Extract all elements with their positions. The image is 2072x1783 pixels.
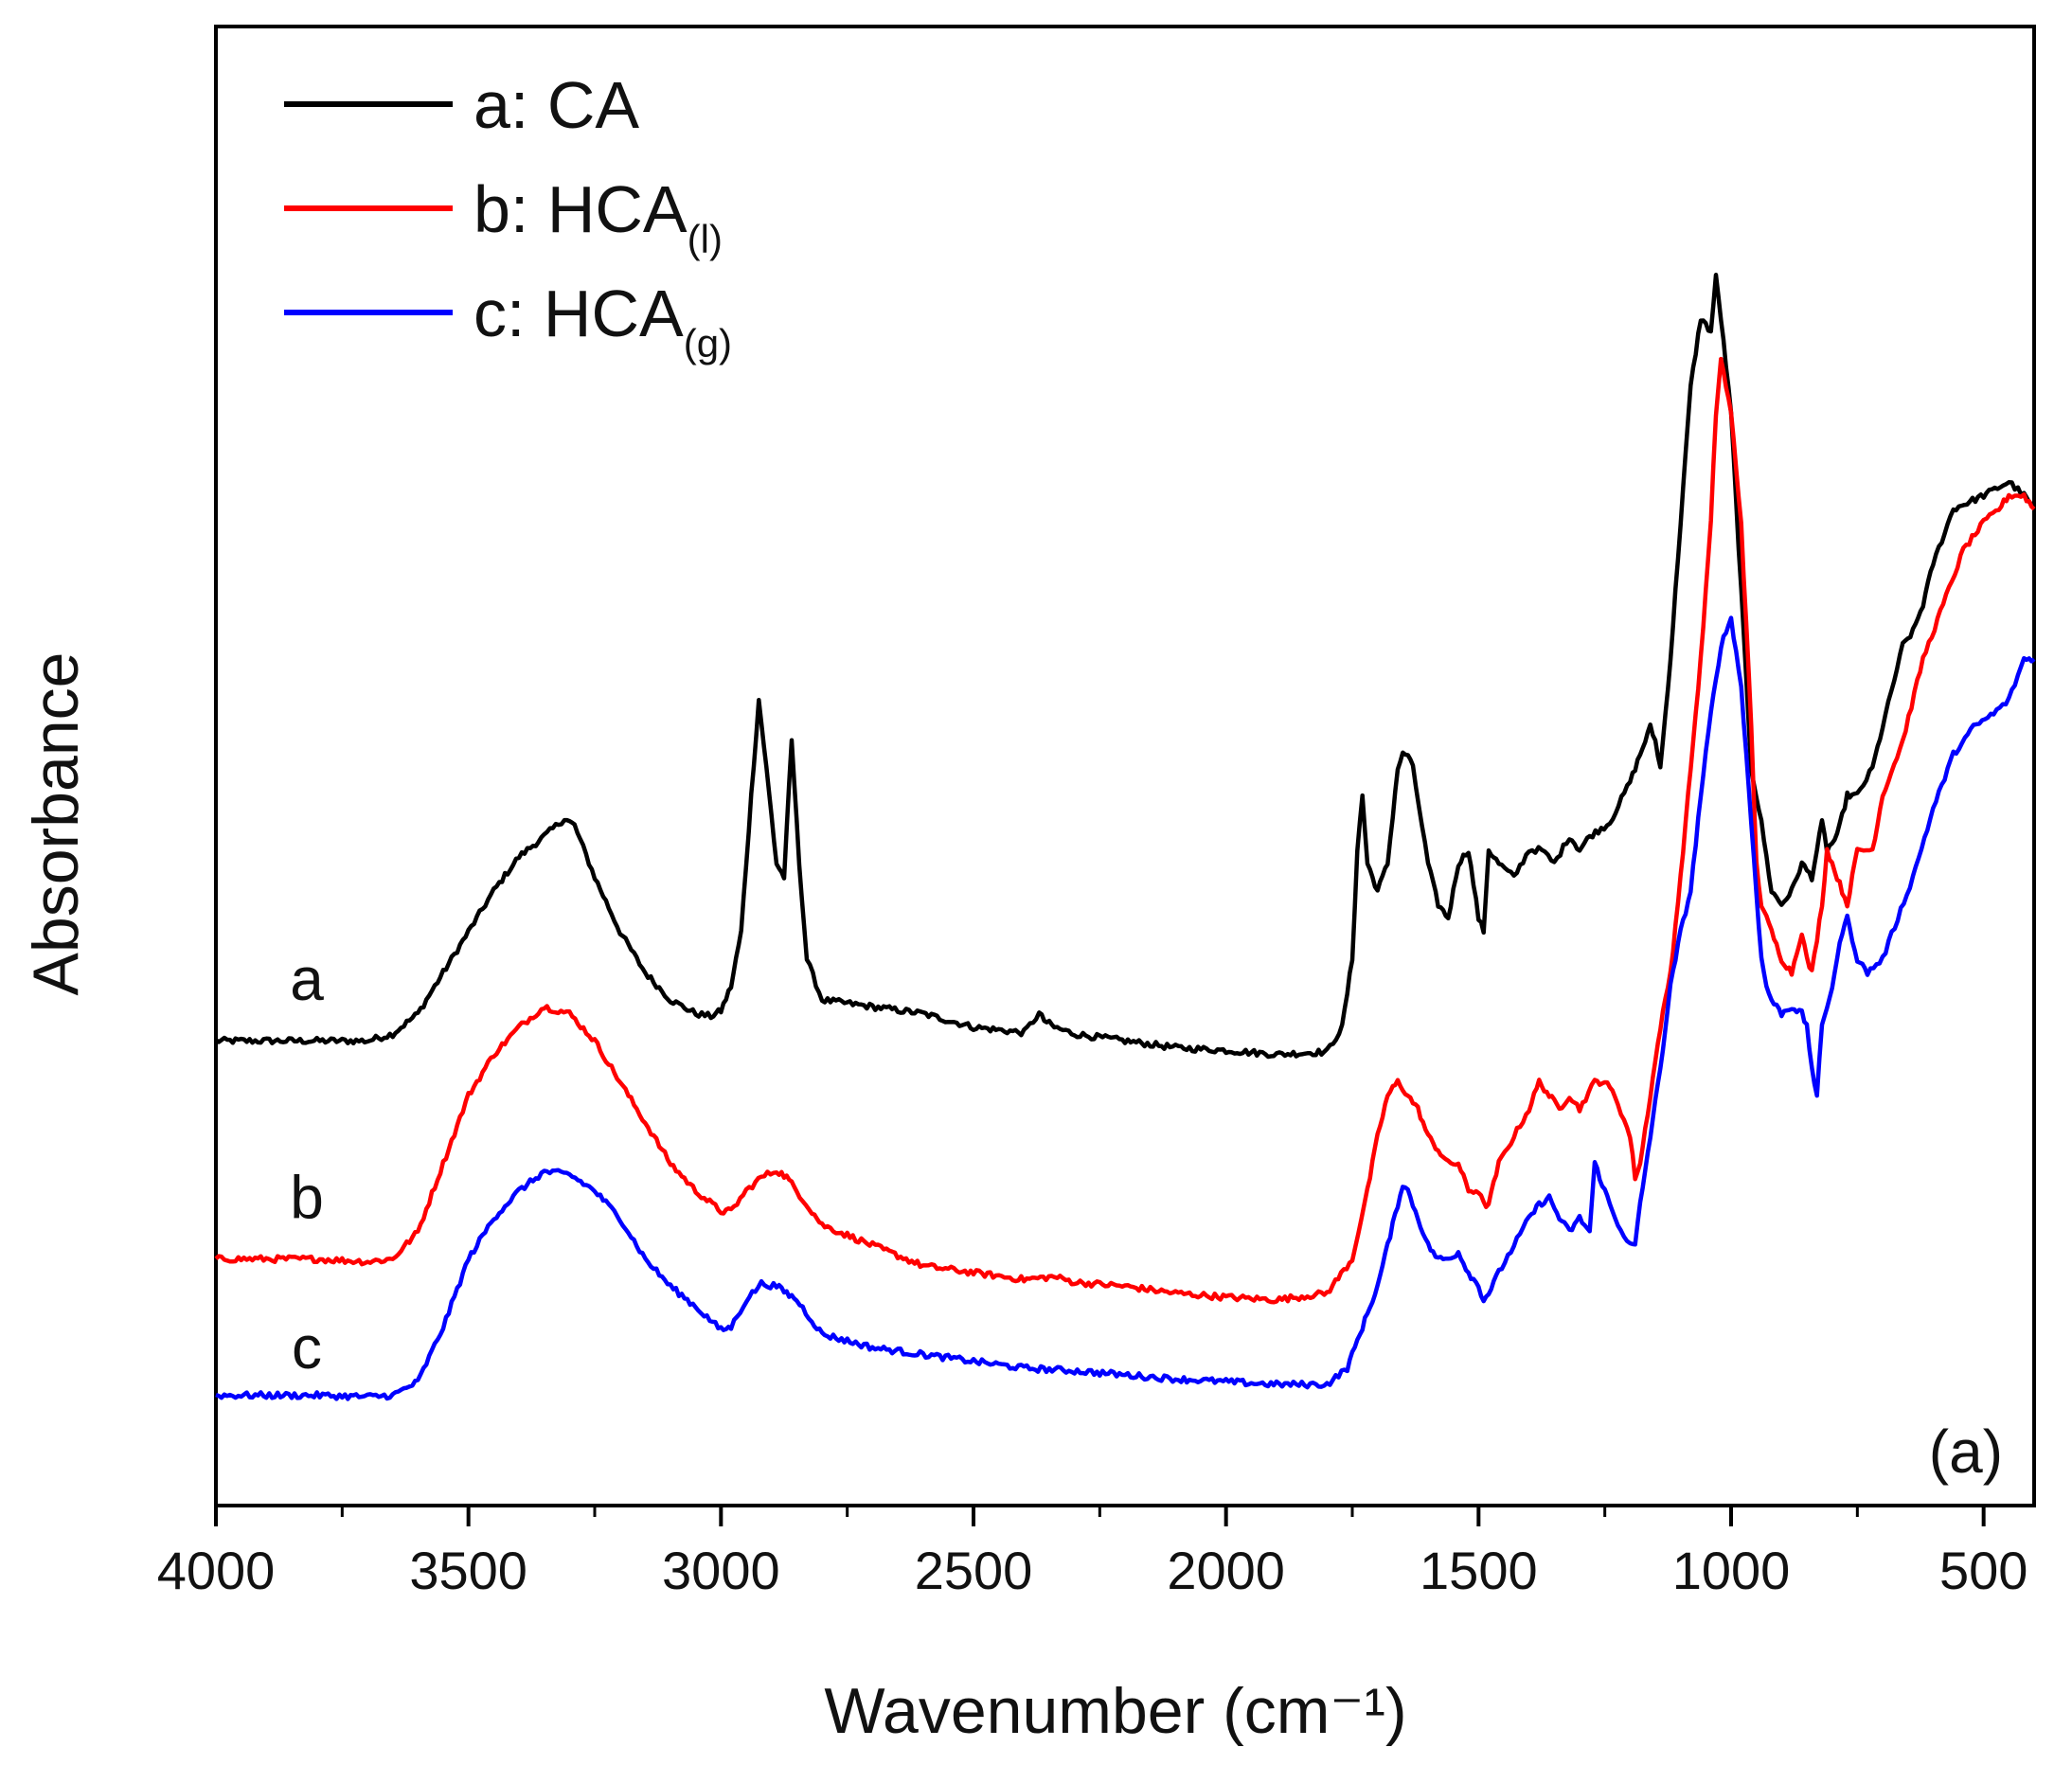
series-line-a bbox=[214, 273, 2037, 1060]
curve-label-b: b bbox=[290, 1163, 324, 1231]
series-group bbox=[214, 273, 2037, 1401]
x-tick-label: 3500 bbox=[409, 1541, 527, 1600]
legend-label-a: a: CA bbox=[473, 68, 639, 142]
curve-labels: a b c bbox=[290, 945, 324, 1382]
legend-label-b: b: HCA(l) bbox=[473, 172, 723, 261]
panel-label: (a) bbox=[1929, 1417, 2003, 1486]
x-tick-label: 4000 bbox=[157, 1541, 276, 1600]
x-tick-label: 3000 bbox=[662, 1541, 780, 1600]
y-axis-title: Absorbance bbox=[20, 652, 92, 996]
x-tick-label: 2000 bbox=[1167, 1541, 1285, 1600]
curve-label-a: a bbox=[290, 945, 324, 1013]
x-tick-label: 500 bbox=[1939, 1541, 2027, 1600]
series-line-b bbox=[214, 356, 2036, 1305]
legend-label-c: c: HCA(g) bbox=[473, 276, 732, 366]
x-tick-label: 1500 bbox=[1420, 1541, 1538, 1600]
series-line-c bbox=[215, 615, 2036, 1401]
x-axis-ticks: 4000 3500 3000 2500 2000 1500 1000 500 bbox=[157, 1506, 2027, 1600]
legend: a: CA b: HCA(l) c: HCA(g) bbox=[284, 68, 732, 366]
x-tick-label: 1000 bbox=[1672, 1541, 1791, 1600]
x-tick-label: 2500 bbox=[915, 1541, 1033, 1600]
curve-label-c: c bbox=[292, 1313, 322, 1382]
plot-frame bbox=[214, 25, 2036, 1507]
x-axis-title: Wavenumber (cm⁻¹) bbox=[824, 1675, 1406, 1747]
